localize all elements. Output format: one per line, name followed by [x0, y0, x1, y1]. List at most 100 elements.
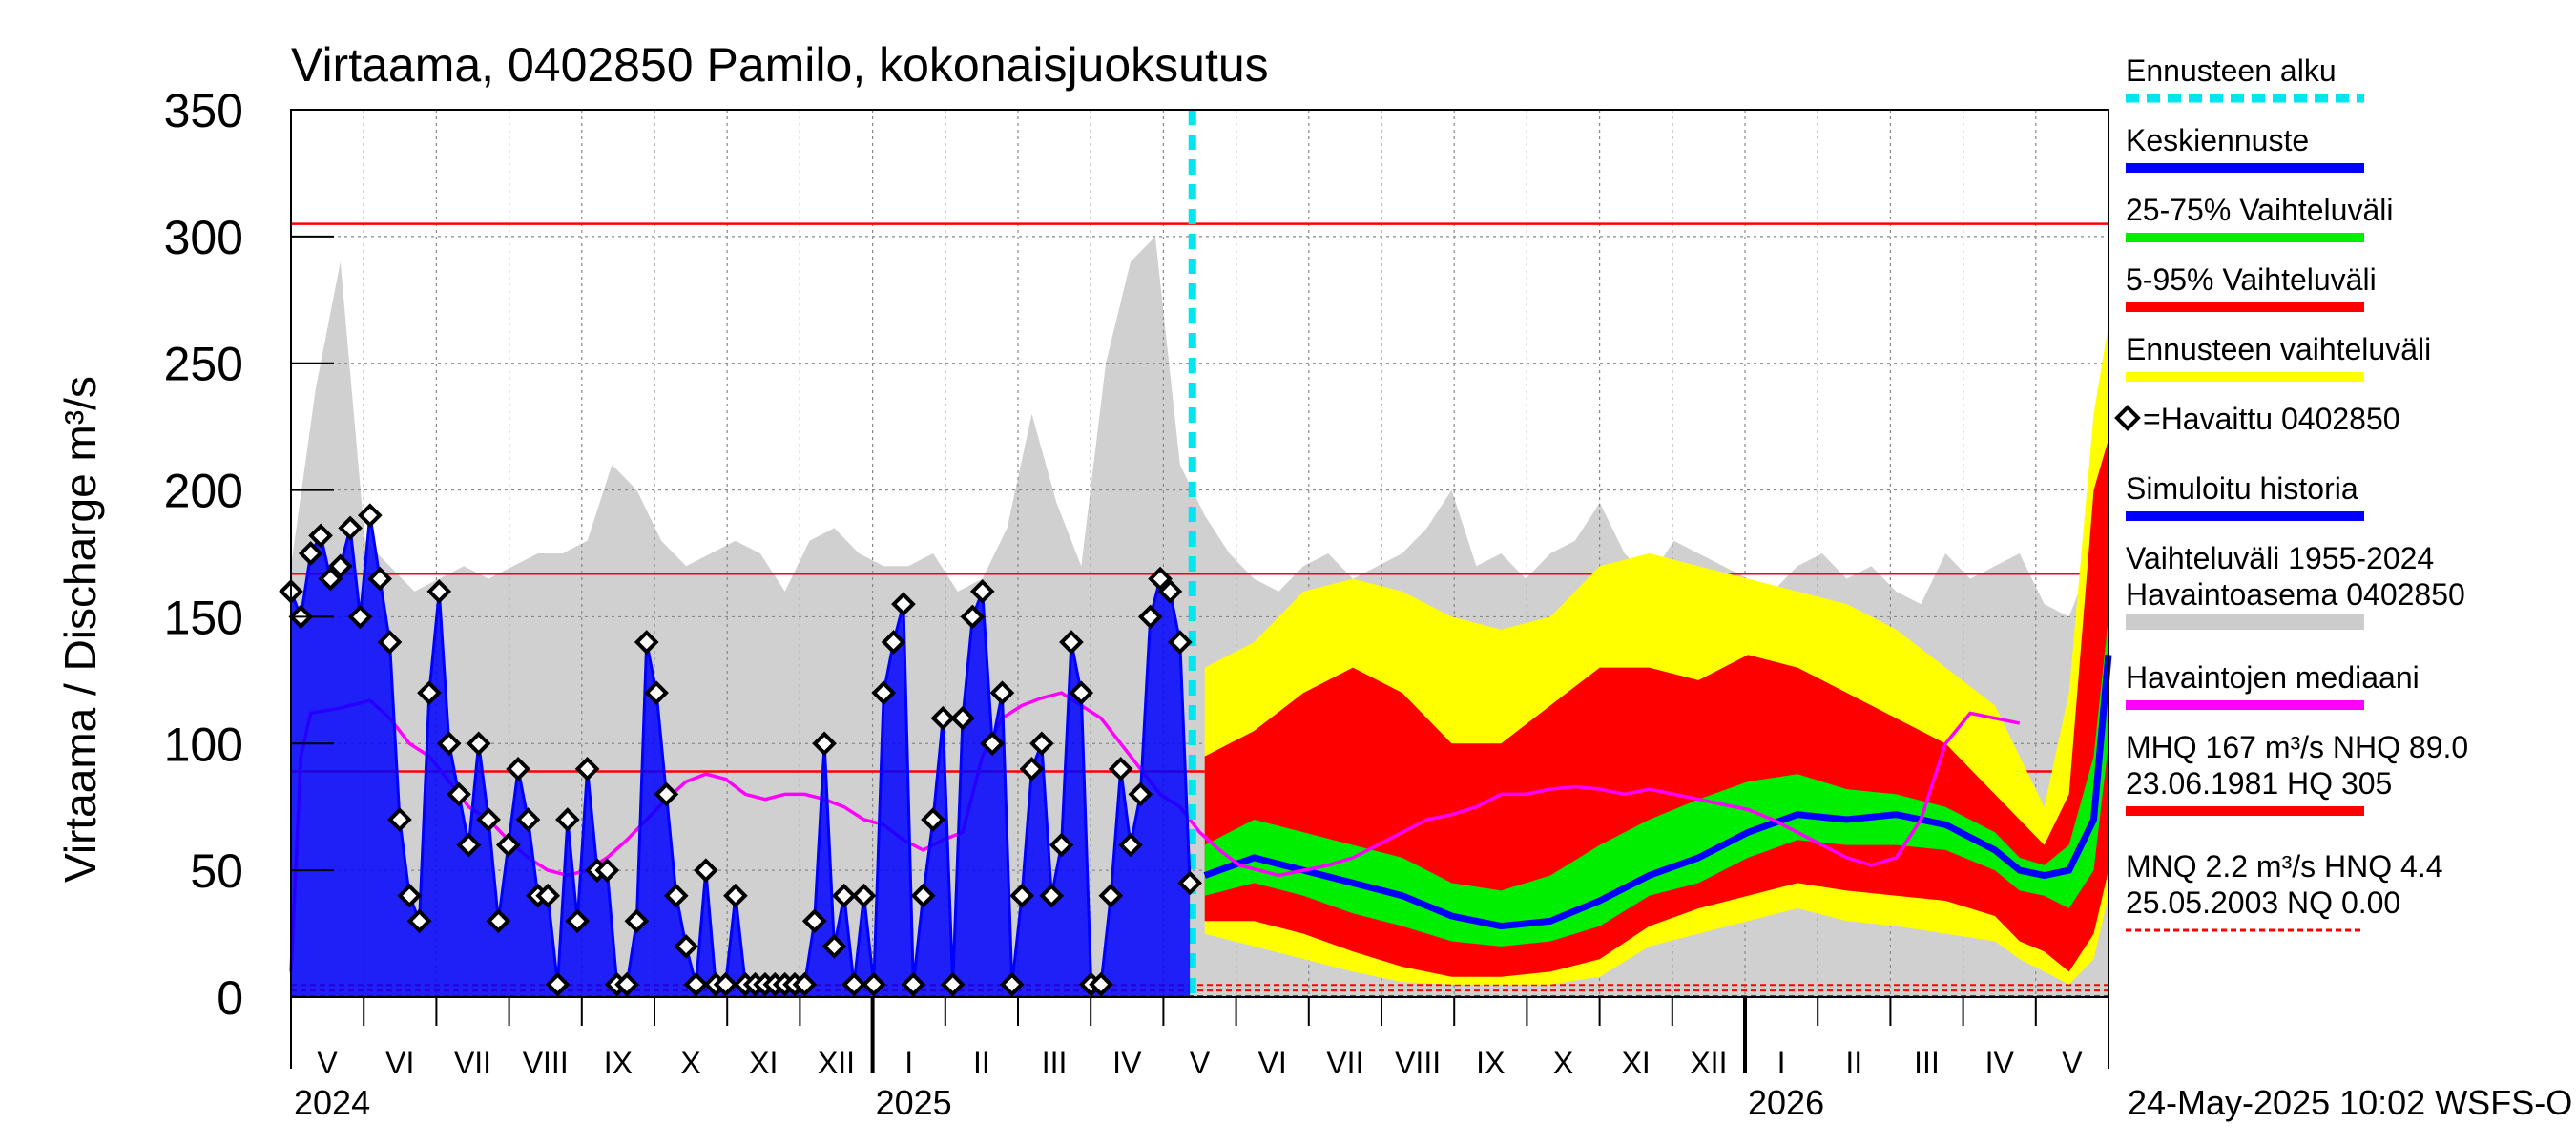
year-label: 2026	[1748, 1083, 1824, 1122]
observed-point	[1019, 757, 1045, 781]
legend-label-line2: 23.06.1981 HQ 305	[2126, 766, 2392, 801]
legend-label: Havaintojen mediaani	[2126, 660, 2420, 695]
observed-point	[674, 934, 698, 959]
month-label: VIII	[1395, 1046, 1441, 1080]
chart-title: Virtaama, 0402850 Pamilo, kokonaisjuoksu…	[291, 38, 1269, 92]
observed-point	[397, 883, 423, 908]
observed-point	[387, 807, 412, 832]
observed-point	[476, 807, 501, 832]
month-label: VI	[385, 1046, 414, 1080]
y-axis-label: Virtaama / Discharge m³/s	[55, 376, 105, 883]
month-label: VI	[1258, 1046, 1287, 1080]
observed-point	[624, 908, 650, 934]
observed-point	[841, 971, 866, 997]
y-tick-label: 150	[164, 591, 243, 644]
observed-point	[713, 971, 738, 997]
observed-point	[999, 971, 1025, 997]
month-label: I	[1777, 1046, 1786, 1080]
observed-point	[357, 503, 383, 528]
legend-label-line2: 25.05.2003 NQ 0.00	[2126, 885, 2400, 920]
observed-point	[1029, 731, 1054, 757]
observed-point	[565, 908, 591, 934]
observed-point	[1108, 757, 1133, 781]
observed-point	[871, 680, 897, 705]
month-label: X	[1553, 1046, 1573, 1080]
observed-point	[634, 630, 659, 655]
month-label: XI	[1622, 1046, 1651, 1080]
y-tick-label: 100	[164, 718, 243, 771]
observed-point	[417, 680, 442, 705]
month-label: I	[904, 1046, 913, 1080]
observed-point	[663, 883, 689, 908]
observed-point	[1009, 883, 1034, 908]
month-label: II	[1845, 1046, 1862, 1080]
observed-point	[950, 705, 975, 731]
legend-label: Keskiennuste	[2126, 123, 2309, 157]
observed-point	[881, 630, 906, 655]
observed-point	[555, 807, 580, 832]
legend-label: Vaihteluväli 1955-2024	[2126, 541, 2434, 575]
observed-point	[921, 807, 945, 832]
observed-point	[318, 566, 343, 592]
observed-point	[694, 858, 718, 883]
observed-point	[851, 883, 877, 908]
observed-point	[1069, 680, 1094, 705]
observed-point	[1128, 781, 1153, 807]
observed-point	[901, 971, 926, 997]
observed-point	[594, 858, 620, 883]
observed-point	[980, 731, 1005, 757]
forecast-mean-line	[1203, 654, 2112, 930]
month-label: V	[2062, 1046, 2083, 1080]
observed-point	[1157, 579, 1183, 604]
observed-point	[614, 971, 639, 997]
observed-point	[486, 908, 511, 934]
year-label: 2024	[294, 1083, 370, 1122]
month-label: VIII	[523, 1046, 569, 1080]
month-label: XI	[749, 1046, 778, 1080]
legend-label: 5-95% Vaihteluväli	[2126, 262, 2377, 297]
month-label: V	[1190, 1046, 1211, 1080]
observed-point	[535, 883, 561, 908]
legend-label-line2: Havaintoasema 0402850	[2126, 577, 2465, 612]
observed-point	[654, 781, 679, 807]
observed-point	[347, 604, 373, 630]
legend-marker	[2114, 405, 2141, 431]
legend-label: MNQ 2.2 m³/s HNQ 4.4	[2126, 849, 2443, 884]
legend-label: Simuloitu historia	[2126, 471, 2358, 506]
month-label: II	[973, 1046, 990, 1080]
observed-point	[821, 934, 847, 959]
month-label: IX	[1476, 1046, 1505, 1080]
observed-point	[1137, 604, 1163, 630]
month-label: III	[1042, 1046, 1068, 1080]
y-tick-label: 250	[164, 338, 243, 391]
observed-point	[327, 553, 353, 579]
observed-point	[792, 971, 818, 997]
observed-point	[1089, 971, 1113, 997]
observed-point	[1118, 832, 1143, 858]
observed-point	[891, 592, 916, 616]
observed-point	[723, 883, 748, 908]
forecast-25-75-band	[1204, 616, 2109, 947]
legend: Ennusteen alku Keskiennuste 25-75% Vaihtel…	[2114, 53, 2468, 932]
observed-point	[1049, 832, 1074, 858]
observed-point	[426, 579, 452, 604]
month-label: III	[1914, 1046, 1940, 1080]
observed-point	[1098, 883, 1124, 908]
y-tick-label: 300	[164, 211, 243, 264]
observed-point	[1148, 566, 1173, 592]
observed-point	[960, 604, 986, 630]
observed-point	[495, 832, 521, 858]
observed-point	[506, 757, 530, 781]
observed-point	[862, 971, 886, 997]
y-tick-label: 50	[190, 844, 243, 898]
observed-point	[367, 566, 393, 592]
observed-point	[831, 883, 857, 908]
month-label: VII	[1326, 1046, 1363, 1080]
month-label: V	[317, 1046, 338, 1080]
month-label: IV	[1112, 1046, 1142, 1080]
month-label: VII	[454, 1046, 491, 1080]
legend-label: Ennusteen alku	[2126, 53, 2337, 88]
observed-point	[801, 908, 827, 934]
